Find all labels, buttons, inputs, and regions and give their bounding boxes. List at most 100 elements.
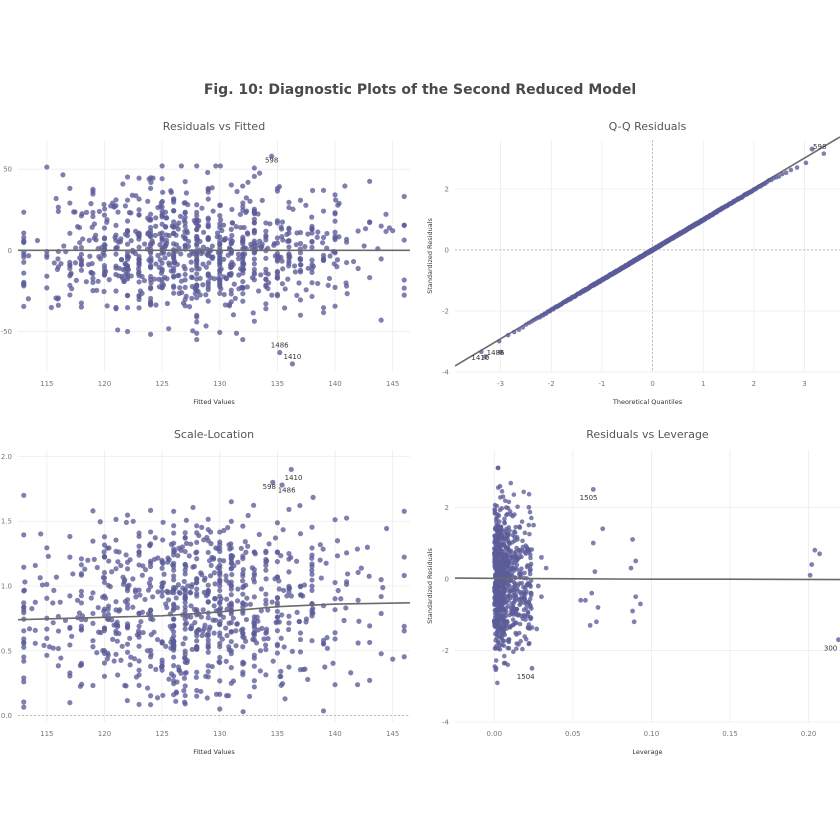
data-point (67, 273, 73, 279)
data-point (228, 240, 234, 247)
data-point (182, 608, 188, 614)
data-point (141, 278, 148, 284)
data-point (137, 592, 143, 598)
data-point (225, 693, 232, 699)
data-point (279, 680, 286, 687)
data-point (103, 268, 109, 275)
data-point (482, 354, 488, 360)
data-point (578, 597, 584, 603)
data-point (274, 270, 281, 276)
data-point (233, 628, 239, 634)
data-point (228, 287, 234, 293)
data-point (21, 209, 27, 215)
data-point (223, 658, 229, 664)
data-point (182, 210, 188, 216)
data-point (520, 538, 525, 544)
data-point (630, 608, 635, 614)
x-tick-label: 1 (701, 380, 705, 388)
data-point (309, 561, 315, 567)
data-point (320, 546, 326, 552)
data-point (221, 291, 227, 298)
data-point (83, 279, 89, 285)
data-point (188, 274, 195, 280)
data-point (511, 492, 517, 497)
data-point (88, 201, 94, 207)
data-point (303, 202, 309, 208)
y-tick-label: 0.0 (1, 712, 12, 720)
data-point (21, 704, 27, 710)
data-point (21, 679, 27, 685)
data-point (528, 584, 533, 589)
data-point (180, 641, 186, 647)
data-point (21, 259, 27, 265)
data-point (286, 583, 292, 590)
data-point (182, 235, 188, 241)
data-point (90, 638, 96, 644)
data-point (101, 673, 108, 679)
data-point (174, 679, 180, 685)
data-point (32, 640, 38, 646)
data-point (211, 630, 217, 636)
data-point (145, 215, 151, 221)
data-point (355, 569, 361, 576)
data-point (21, 644, 27, 650)
data-point (147, 286, 154, 292)
data-point (177, 285, 183, 291)
data-point (116, 239, 122, 245)
data-point (182, 228, 188, 235)
data-point (511, 600, 516, 606)
data-point (124, 241, 131, 247)
data-point (327, 253, 333, 259)
data-point (251, 318, 257, 324)
data-point (44, 635, 50, 641)
data-point (240, 583, 247, 589)
data-point (44, 581, 50, 587)
data-point (233, 224, 239, 230)
data-point (113, 630, 119, 637)
data-point (183, 517, 189, 523)
x-tick-label: 140 (328, 730, 341, 738)
data-point (512, 534, 517, 540)
data-point (183, 540, 190, 547)
data-point (171, 208, 177, 214)
data-point (217, 529, 223, 535)
data-point (94, 650, 100, 656)
data-point (129, 192, 135, 198)
data-point (78, 244, 85, 251)
data-point (274, 235, 281, 241)
y-tick-label: 2 (445, 185, 449, 193)
data-point (78, 267, 85, 273)
data-point (251, 678, 257, 684)
data-point (263, 255, 269, 261)
x-axis-label: Fitted Values (193, 398, 235, 406)
data-point (519, 519, 525, 524)
data-point (182, 571, 188, 577)
data-point (240, 336, 246, 343)
data-point (115, 672, 121, 678)
data-point (324, 245, 330, 251)
y-tick-label: -2 (442, 647, 449, 655)
data-point (367, 274, 373, 281)
data-point (367, 178, 373, 184)
data-point (526, 522, 532, 528)
data-point (147, 295, 154, 302)
data-point (265, 607, 271, 613)
data-point (519, 613, 524, 619)
point-annotation: 300 (824, 644, 837, 652)
data-point (257, 170, 263, 176)
data-point (171, 616, 177, 622)
data-point (638, 601, 643, 607)
data-point (57, 599, 63, 605)
data-point (91, 235, 97, 241)
data-point (240, 709, 246, 715)
data-point (355, 265, 361, 272)
data-point (181, 675, 188, 681)
data-point (501, 653, 507, 659)
y-tick-label: 1.0 (1, 583, 12, 591)
data-point (205, 615, 211, 621)
data-point (121, 578, 127, 585)
data-point (147, 276, 154, 283)
data-point (193, 284, 199, 291)
data-point (228, 665, 234, 671)
data-point (289, 361, 295, 367)
